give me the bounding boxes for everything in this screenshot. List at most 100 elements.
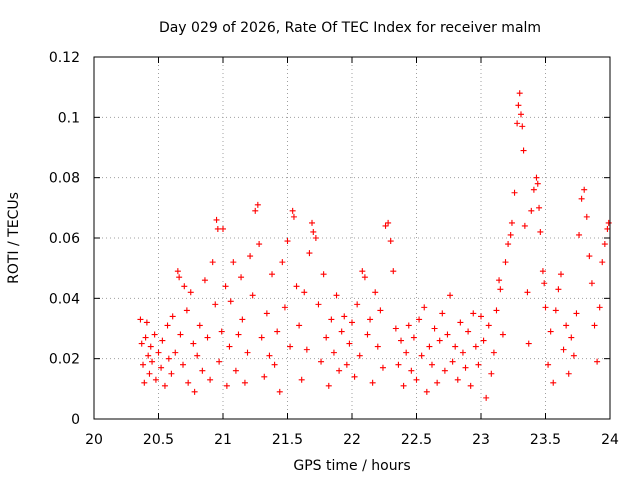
data-point (146, 370, 153, 377)
data-point (436, 337, 443, 344)
data-point (279, 259, 286, 266)
data-point (181, 283, 188, 290)
data-point (426, 343, 433, 350)
data-point (254, 201, 261, 208)
data-point (223, 382, 230, 389)
data-point (176, 274, 183, 281)
data-point (320, 271, 327, 278)
x-tick-label: 22.5 (401, 432, 432, 448)
x-tick-label: 21.5 (272, 432, 303, 448)
data-point (138, 340, 145, 347)
data-point (174, 268, 181, 275)
data-point (423, 388, 430, 395)
data-point (528, 207, 535, 214)
data-point (222, 283, 229, 290)
data-point (349, 319, 355, 326)
data-point (207, 376, 214, 383)
data-point (431, 325, 438, 332)
data-point (465, 328, 472, 335)
data-point (408, 367, 415, 374)
data-point (534, 180, 541, 187)
data-point (213, 216, 220, 223)
data-point (276, 388, 283, 395)
data-point (256, 241, 263, 248)
data-point (552, 307, 559, 314)
data-point (142, 334, 149, 341)
data-point (541, 280, 548, 287)
data-point (454, 376, 461, 383)
data-point (578, 195, 585, 202)
data-point (416, 316, 423, 323)
data-point (581, 186, 588, 193)
data-point (576, 231, 583, 238)
data-point (180, 361, 187, 368)
y-tick-label: 0.12 (49, 50, 80, 66)
data-point (172, 349, 179, 356)
data-point (444, 331, 451, 338)
data-point (301, 289, 308, 296)
data-point (183, 307, 190, 314)
data-point (493, 307, 500, 314)
x-axis-label: GPS time / hours (293, 458, 410, 474)
gridlines (94, 57, 610, 419)
data-point (145, 352, 152, 359)
data-point (196, 322, 203, 329)
data-point (164, 322, 171, 329)
x-tick-label: 21 (214, 432, 232, 448)
data-point (235, 331, 242, 338)
data-point (379, 364, 386, 371)
data-point (168, 370, 175, 377)
data-point (356, 352, 363, 359)
data-point (165, 355, 172, 362)
data-point (177, 331, 184, 338)
data-point (315, 301, 322, 308)
data-point (258, 334, 265, 341)
data-point (364, 331, 371, 338)
data-point (519, 123, 526, 130)
data-point (568, 334, 575, 341)
x-tick-label: 23 (472, 432, 490, 448)
data-point (470, 310, 477, 317)
data-point (599, 259, 606, 266)
data-point (328, 316, 335, 323)
data-point (266, 352, 273, 359)
data-point (449, 358, 456, 365)
data-point (447, 292, 454, 299)
data-point (514, 120, 521, 127)
data-point (147, 343, 154, 350)
data-point (382, 222, 389, 229)
data-point (462, 364, 469, 371)
data-point (151, 331, 158, 338)
data-point (187, 289, 194, 296)
data-point (330, 349, 337, 356)
data-point (359, 268, 366, 275)
data-point (310, 228, 317, 235)
data-point (452, 343, 459, 350)
data-point (194, 352, 201, 359)
y-tick-label: 0.1 (58, 110, 80, 126)
x-tick-label: 23.5 (530, 432, 561, 448)
data-point (387, 238, 394, 245)
data-point (472, 343, 479, 350)
data-point (588, 280, 595, 287)
data-point (583, 213, 590, 220)
data-point (525, 340, 532, 347)
data-point (137, 316, 144, 323)
data-points (137, 90, 612, 401)
data-point (521, 222, 528, 229)
data-point (367, 316, 374, 323)
data-point (230, 259, 237, 266)
data-point (488, 370, 495, 377)
data-point (570, 352, 577, 359)
data-point (241, 379, 248, 386)
data-point (336, 367, 343, 374)
data-point (565, 370, 572, 377)
chart-title: Day 029 of 2026, Rate Of TEC Index for r… (159, 20, 541, 36)
data-point (287, 343, 294, 350)
data-point (459, 349, 466, 356)
data-point (542, 304, 549, 311)
data-point (152, 376, 159, 383)
data-point (309, 219, 316, 226)
data-point (159, 337, 166, 344)
data-point (536, 204, 543, 211)
